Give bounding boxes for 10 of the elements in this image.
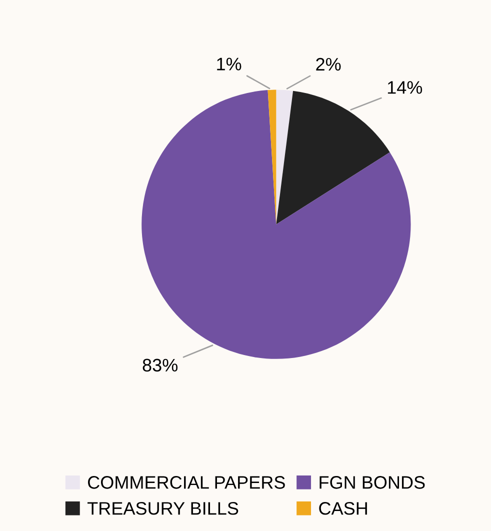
pie-slice — [276, 90, 294, 224]
pie-slice — [276, 90, 390, 224]
legend-label: COMMERCIAL PAPERS — [88, 476, 285, 489]
data-label: 14% — [388, 81, 422, 94]
data-label: 1% — [217, 58, 242, 70]
legend-label: FGN BONDS — [320, 476, 425, 489]
data-label: 2% — [316, 58, 341, 71]
legend-label: CASH — [319, 502, 367, 515]
legend-label: TREASURY BILLS — [87, 502, 238, 515]
data-label: 83% — [142, 358, 178, 372]
